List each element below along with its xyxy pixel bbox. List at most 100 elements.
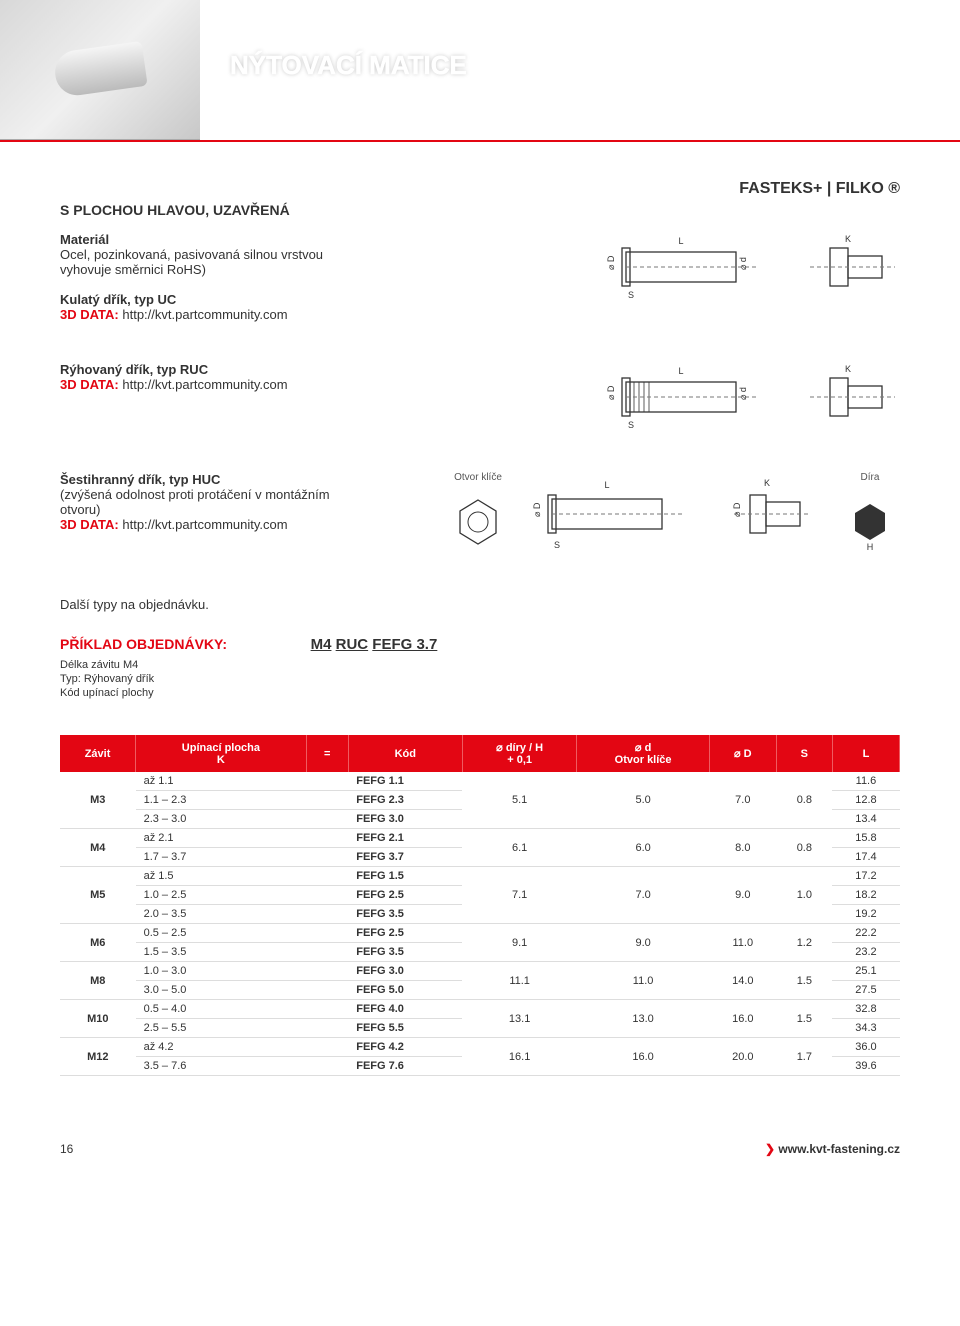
L-cell: 11.6 xyxy=(832,772,899,791)
OD-cell: 16.0 xyxy=(709,1000,776,1038)
order-example-line: Typ: Rýhovaný dřík xyxy=(60,673,900,685)
k-cell: 0.5 – 2.5 xyxy=(136,924,307,943)
footer-url[interactable]: www.kvt-fastening.cz xyxy=(765,1142,900,1156)
k-cell: až 1.1 xyxy=(136,772,307,791)
k-cell: 3.0 – 5.0 xyxy=(136,981,307,1000)
svg-text:S: S xyxy=(628,290,634,300)
svg-text:L: L xyxy=(678,366,683,376)
thread-cell: M8 xyxy=(60,962,136,1000)
accent-divider xyxy=(0,140,960,142)
OD-cell: 11.0 xyxy=(709,924,776,962)
svg-text:S: S xyxy=(554,540,560,550)
thread-cell: M5 xyxy=(60,867,136,924)
variant-title-1: Rýhovaný dřík, typ RUC xyxy=(60,362,370,377)
table-row: M100.5 – 4.0FEFG 4.013.113.016.01.532.8 xyxy=(60,1000,900,1019)
variant-title-2: Šestihranný dřík, typ HUC xyxy=(60,472,370,487)
data-link-1[interactable]: http://kvt.partcommunity.com xyxy=(122,377,287,392)
od-cell: 6.0 xyxy=(577,829,709,867)
k-cell: až 1.5 xyxy=(136,867,307,886)
table-row: M60.5 – 2.5FEFG 2.59.19.011.01.222.2 xyxy=(60,924,900,943)
S-cell: 1.5 xyxy=(776,1000,832,1038)
variant-title-0: Kulatý dřík, typ UC xyxy=(60,292,370,307)
spec-table: ZávitUpínací plochaK=Kód⌀ díry / H+ 0,1⌀… xyxy=(60,735,900,1076)
subtitle: S PLOCHOU HLAVOU, UZAVŘENÁ xyxy=(60,202,900,218)
drawing-side-2: L ⌀ D S xyxy=(532,472,702,557)
L-cell: 39.6 xyxy=(832,1057,899,1076)
diagram-group-2: Otvor klíče L ⌀ D S xyxy=(410,472,900,557)
table-header: = xyxy=(306,735,348,772)
code-cell: FEFG 3.5 xyxy=(348,905,462,924)
svg-text:⌀ d: ⌀ d xyxy=(738,257,748,270)
page-number: 16 xyxy=(60,1142,73,1156)
L-cell: 34.3 xyxy=(832,1019,899,1038)
drawing-head-2: K ⌀ D xyxy=(726,472,816,557)
thread-cell: M6 xyxy=(60,924,136,962)
code-cell: FEFG 2.5 xyxy=(348,886,462,905)
eq-cell xyxy=(306,1000,348,1019)
S-cell: 1.5 xyxy=(776,962,832,1000)
svg-text:K: K xyxy=(845,364,851,374)
code-cell: FEFG 1.5 xyxy=(348,867,462,886)
svg-text:⌀ d: ⌀ d xyxy=(738,387,748,400)
eq-cell xyxy=(306,772,348,791)
brand-label: FASTEKS+ | FILKO ® xyxy=(60,180,900,198)
dh-cell: 6.1 xyxy=(462,829,577,867)
eq-cell xyxy=(306,848,348,867)
code-cell: FEFG 2.1 xyxy=(348,829,462,848)
svg-text:K: K xyxy=(845,234,851,244)
order-example-line: Délka závitu M4 xyxy=(60,659,900,671)
data-link-0[interactable]: http://kvt.partcommunity.com xyxy=(122,307,287,322)
OD-cell: 9.0 xyxy=(709,867,776,924)
S-cell: 0.8 xyxy=(776,772,832,829)
k-cell: 1.0 – 2.5 xyxy=(136,886,307,905)
code-cell: FEFG 4.0 xyxy=(348,1000,462,1019)
L-cell: 27.5 xyxy=(832,981,899,1000)
od-cell: 5.0 xyxy=(577,772,709,829)
thread-cell: M4 xyxy=(60,829,136,867)
other-types-note: Další typy na objednávku. xyxy=(60,597,900,612)
data-link-2[interactable]: http://kvt.partcommunity.com xyxy=(122,517,287,532)
L-cell: 13.4 xyxy=(832,810,899,829)
thread-cell: M10 xyxy=(60,1000,136,1038)
L-cell: 19.2 xyxy=(832,905,899,924)
table-header: L xyxy=(832,735,899,772)
dh-cell: 13.1 xyxy=(462,1000,577,1038)
table-header: Upínací plochaK xyxy=(136,735,307,772)
dh-cell: 5.1 xyxy=(462,772,577,829)
svg-text:K: K xyxy=(764,478,770,488)
OD-cell: 8.0 xyxy=(709,829,776,867)
data-label-1: 3D DATA: xyxy=(60,377,119,392)
S-cell: 1.0 xyxy=(776,867,832,924)
order-example-code: M4 RUC FEFG 3.7 xyxy=(311,636,438,653)
eq-cell xyxy=(306,981,348,1000)
table-header: Kód xyxy=(348,735,462,772)
OD-cell: 20.0 xyxy=(709,1038,776,1076)
product-photo xyxy=(0,0,200,140)
diagram-group-1: L ⌀ D ⌀ d S K xyxy=(410,362,900,432)
table-row: M3až 1.1FEFG 1.15.15.07.00.811.6 xyxy=(60,772,900,791)
code-cell: FEFG 3.0 xyxy=(348,810,462,829)
dh-cell: 16.1 xyxy=(462,1038,577,1076)
eq-cell xyxy=(306,905,348,924)
k-cell: 1.5 – 3.5 xyxy=(136,943,307,962)
code-cell: FEFG 7.6 xyxy=(348,1057,462,1076)
eq-cell xyxy=(306,1057,348,1076)
data-label-0: 3D DATA: xyxy=(60,307,119,322)
OD-cell: 7.0 xyxy=(709,772,776,829)
dh-cell: 7.1 xyxy=(462,867,577,924)
k-cell: až 2.1 xyxy=(136,829,307,848)
table-header: ⌀ dOtvor klíče xyxy=(577,735,709,772)
data-label-2: 3D DATA: xyxy=(60,517,119,532)
table-header: S xyxy=(776,735,832,772)
S-cell: 1.2 xyxy=(776,924,832,962)
eq-cell xyxy=(306,867,348,886)
svg-text:H: H xyxy=(867,542,874,552)
code-cell: FEFG 2.3 xyxy=(348,791,462,810)
drawing-hex-hole: H xyxy=(840,492,900,552)
L-cell: 25.1 xyxy=(832,962,899,981)
table-header: ⌀ díry / H+ 0,1 xyxy=(462,735,577,772)
eq-cell xyxy=(306,1019,348,1038)
L-cell: 18.2 xyxy=(832,886,899,905)
eq-cell xyxy=(306,829,348,848)
od-cell: 9.0 xyxy=(577,924,709,962)
